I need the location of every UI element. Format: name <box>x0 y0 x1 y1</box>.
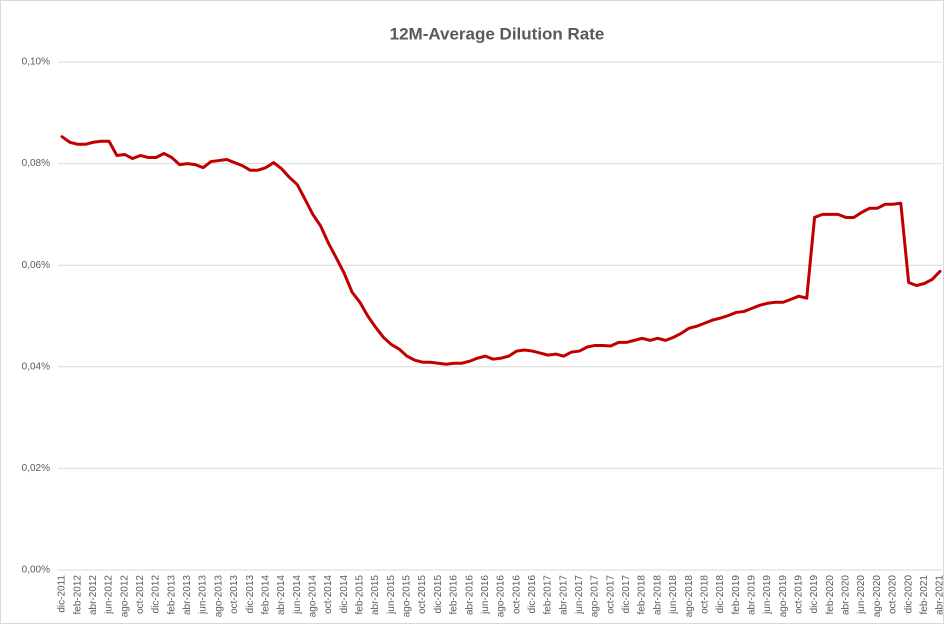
x-tick-label: dic-2018 <box>715 575 726 614</box>
x-tick-label: oct-2018 <box>699 575 710 614</box>
x-tick-label: jun-2016 <box>480 575 491 615</box>
x-tick-label: abr-2018 <box>652 575 663 615</box>
y-tick-label: 0,04% <box>22 361 50 372</box>
x-tick-label: jun-2013 <box>198 575 209 615</box>
x-tick-label: ago-2014 <box>307 575 318 618</box>
x-tick-label: oct-2020 <box>888 575 899 614</box>
x-tick-label: abr-2016 <box>464 575 475 615</box>
x-tick-label: jun-2015 <box>386 575 397 615</box>
x-tick-label: dic-2012 <box>151 575 162 614</box>
y-tick-label: 0,00% <box>22 565 50 576</box>
x-tick-label: feb-2018 <box>637 575 648 615</box>
x-tick-label: abr-2020 <box>841 575 852 615</box>
x-tick-label: jun-2012 <box>104 575 115 615</box>
x-tick-label: feb-2021 <box>919 575 930 615</box>
x-tick-label: ago-2017 <box>590 575 601 618</box>
x-tick-label: jun-2018 <box>668 575 679 615</box>
x-tick-label: feb-2019 <box>731 575 742 615</box>
x-tick-label: abr-2021 <box>935 575 944 615</box>
x-tick-label: feb-2015 <box>355 575 366 615</box>
x-tick-label: oct-2016 <box>511 575 522 614</box>
x-tick-label: ago-2013 <box>213 575 224 618</box>
x-tick-label: jun-2017 <box>574 575 585 615</box>
x-tick-label: feb-2016 <box>449 575 460 615</box>
x-tick-label: abr-2015 <box>370 575 381 615</box>
x-tick-label: abr-2014 <box>276 575 287 615</box>
x-tick-label: dic-2020 <box>903 575 914 614</box>
x-tick-label: ago-2019 <box>778 575 789 618</box>
x-tick-label: dic-2013 <box>245 575 256 614</box>
x-tick-label: abr-2017 <box>558 575 569 615</box>
x-tick-label: dic-2015 <box>433 575 444 614</box>
x-tick-label: ago-2018 <box>684 575 695 618</box>
x-tick-label: ago-2012 <box>119 575 130 618</box>
x-tick-label: dic-2014 <box>339 575 350 614</box>
x-tick-label: jun-2014 <box>292 575 303 615</box>
x-tick-label: oct-2013 <box>229 575 240 614</box>
x-tick-label: dic-2011 <box>57 575 68 613</box>
x-tick-label: feb-2020 <box>825 575 836 615</box>
x-tick-label: oct-2012 <box>135 575 146 614</box>
x-tick-label: ago-2016 <box>496 575 507 618</box>
x-tick-label: ago-2020 <box>872 575 883 618</box>
x-tick-label: ago-2015 <box>402 575 413 618</box>
x-tick-label: feb-2012 <box>72 575 83 615</box>
x-tick-label: abr-2012 <box>88 575 99 615</box>
x-tick-label: oct-2015 <box>417 575 428 614</box>
x-tick-label: jun-2019 <box>762 575 773 615</box>
x-tick-label: feb-2014 <box>260 575 271 615</box>
x-tick-label: abr-2013 <box>182 575 193 615</box>
y-tick-label: 0,10% <box>22 57 50 68</box>
chart-title: 12M-Average Dilution Rate <box>390 24 605 43</box>
x-tick-label: feb-2013 <box>166 575 177 615</box>
x-tick-label: abr-2019 <box>746 575 757 615</box>
y-tick-label: 0,08% <box>22 158 50 169</box>
y-tick-label: 0,02% <box>22 463 50 474</box>
x-tick-label: oct-2019 <box>794 575 805 614</box>
x-tick-label: dic-2019 <box>809 575 820 614</box>
x-tick-label: feb-2017 <box>543 575 554 615</box>
x-tick-label: dic-2016 <box>527 575 538 614</box>
x-tick-label: jun-2020 <box>856 575 867 615</box>
x-tick-label: oct-2017 <box>605 575 616 614</box>
x-tick-label: dic-2017 <box>621 575 632 614</box>
x-tick-label: oct-2014 <box>323 575 334 614</box>
y-tick-label: 0,06% <box>22 260 50 271</box>
line-series <box>60 135 942 366</box>
